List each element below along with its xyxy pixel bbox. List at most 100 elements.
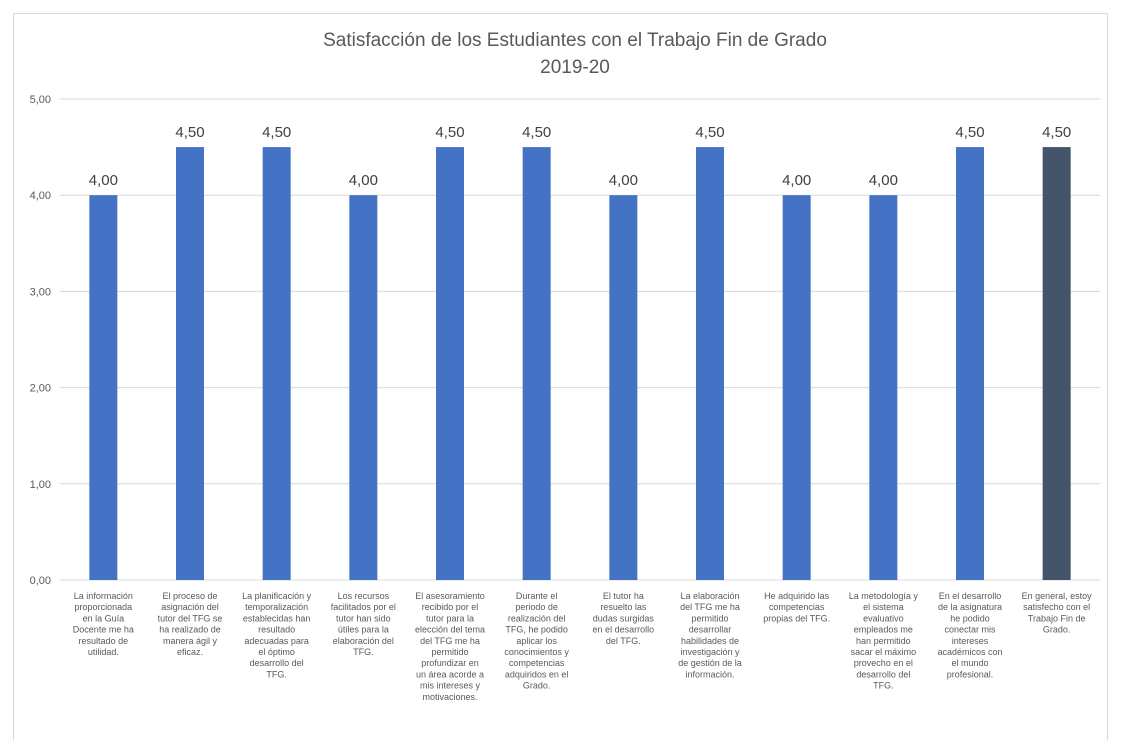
bar xyxy=(956,147,984,580)
category-label-line: proporcionada xyxy=(75,602,133,612)
category-label-line: mis intereses y xyxy=(420,681,481,691)
bar xyxy=(89,195,118,580)
category-label-line: La planificación y xyxy=(242,591,312,601)
category-label: La información proporcionada en la Guía Doc… xyxy=(73,591,134,657)
y-tick-label: 3,00 xyxy=(30,286,51,298)
data-label: 4,00 xyxy=(89,172,118,189)
bar xyxy=(522,147,551,580)
data-label: 4,50 xyxy=(522,124,551,141)
category-label-line: utilidad. xyxy=(88,647,119,657)
data-label: 4,50 xyxy=(1042,124,1071,141)
category-label-line: de la asignatura xyxy=(938,602,1002,612)
bar xyxy=(609,195,638,580)
category-label-line: motivaciones. xyxy=(422,692,477,702)
category-label-line: adecuadas para xyxy=(244,636,309,646)
category-label-line: sacar el máximo xyxy=(851,647,917,657)
category-label-line: establecidas han xyxy=(243,613,311,623)
category-label-line: tutor del TFG se xyxy=(158,613,223,623)
category-label-line: conocimientos y xyxy=(504,647,569,657)
category-label: En general, estoy satisfecho con el Trabaj… xyxy=(1022,591,1093,635)
category-label-line: dudas surgidas xyxy=(593,613,655,623)
category-label-line: el mundo xyxy=(951,658,988,668)
gridlines xyxy=(60,98,1100,581)
category-label-line: resuelto las xyxy=(600,602,647,612)
category-label: He adquirido las competencias propias del … xyxy=(763,591,830,623)
data-label: 4,00 xyxy=(609,172,638,189)
category-label: Durante el periodo de realización del TFG, … xyxy=(504,591,569,691)
category-label-line: el óptimo xyxy=(258,647,295,657)
bar xyxy=(176,147,204,580)
category-label-line: conectar mis xyxy=(944,625,996,635)
category-label-line: TFG. xyxy=(873,681,894,691)
category-label-line: Durante el xyxy=(516,591,558,601)
category-label-line: de gestión de la xyxy=(678,658,742,668)
category-label: La elaboración del TFG me ha permitido desa… xyxy=(678,591,742,679)
category-label-line: satisfecho con el xyxy=(1023,602,1090,612)
category-label-line: un área acorde a xyxy=(416,669,484,679)
bar xyxy=(262,147,291,580)
data-label: 4,50 xyxy=(955,124,984,141)
bar xyxy=(349,195,378,580)
category-label-line: En general, estoy xyxy=(1022,591,1093,601)
data-label: 4,00 xyxy=(349,172,378,189)
category-label-line: tutor han sido xyxy=(336,613,391,623)
category-label-line: TFG, he podido xyxy=(505,625,568,635)
bar xyxy=(869,195,898,580)
category-label-line: tutor para la xyxy=(426,613,474,623)
category-label-line: El asesoramiento xyxy=(415,591,485,601)
category-label-line: He adquirido las xyxy=(764,591,830,601)
category-label-line: permitido xyxy=(431,647,468,657)
y-tick-label: 1,00 xyxy=(30,479,51,491)
data-label: 4,00 xyxy=(869,172,898,189)
category-label: En el desarrollo de la asignatura he podid… xyxy=(937,591,1002,679)
category-label: El asesoramiento recibido por el tutor par… xyxy=(415,591,485,702)
category-label-line: TFG. xyxy=(353,647,374,657)
category-label-line: profesional. xyxy=(947,669,994,679)
category-label-line: aplicar los xyxy=(516,636,557,646)
category-label: El proceso de asignación del tutor del TFG… xyxy=(158,591,223,657)
category-label-line: resultado de xyxy=(79,636,129,646)
category-label-line: asignación del xyxy=(161,602,219,612)
category-label-line: En el desarrollo xyxy=(939,591,1002,601)
category-label-line: he podido xyxy=(950,613,990,623)
category-label-line: manera ágil y xyxy=(163,636,218,646)
category-label-line: del TFG. xyxy=(606,636,641,646)
data-label: 4,50 xyxy=(175,124,204,141)
category-label-line: empleados me xyxy=(854,625,913,635)
category-label-line: temporalización xyxy=(245,602,308,612)
category-label-line: facilitados por el xyxy=(331,602,396,612)
category-label-line: La metodología y xyxy=(849,591,919,601)
category-label-line: adquiridos en el xyxy=(505,669,569,679)
category-label-line: intereses xyxy=(952,636,989,646)
y-axis-tick-labels: 0,00 1,00 2,00 3,00 4,00 5,00 xyxy=(30,94,51,587)
bar xyxy=(782,195,811,580)
category-label-line: han permitido xyxy=(856,636,911,646)
data-label: 4,00 xyxy=(782,172,811,189)
chart-title: Satisfacción de los Estudiantes con el T… xyxy=(323,30,827,78)
bar xyxy=(696,147,724,580)
category-label-line: del TFG me ha xyxy=(680,602,740,612)
category-label-line: Grado. xyxy=(1043,625,1071,635)
category-label-line: elaboración del xyxy=(333,636,394,646)
category-label-line: información. xyxy=(685,669,734,679)
category-label-line: en el desarrollo xyxy=(593,625,655,635)
category-label-line: La elaboración xyxy=(680,591,739,601)
category-label-line: La información xyxy=(74,591,133,601)
category-label-line: TFG. xyxy=(266,669,287,679)
bars xyxy=(89,147,1071,580)
category-label-line: competencias xyxy=(509,658,565,668)
category-label-line: realización del xyxy=(508,613,566,623)
category-label-line: Docente me ha xyxy=(73,625,134,635)
category-label-line: del TFG me ha xyxy=(420,636,480,646)
category-label: La planificación y temporalización estable… xyxy=(242,591,312,679)
category-label-line: el sistema xyxy=(863,602,904,612)
y-tick-label: 2,00 xyxy=(30,383,51,395)
data-labels: 4,00 4,50 4,50 4,00 4,50 4,50 4,00 4,50 4,00 4,00… xyxy=(89,124,1072,189)
category-label-line: Los recursos xyxy=(338,591,390,601)
category-label: El tutor ha resuelto las dudas surgidas en … xyxy=(593,591,655,646)
category-label-line: permitido xyxy=(691,613,728,623)
category-label-line: propias del TFG. xyxy=(763,613,830,623)
category-label-line: elección del tema xyxy=(415,625,485,635)
category-label-line: académicos con xyxy=(937,647,1002,657)
